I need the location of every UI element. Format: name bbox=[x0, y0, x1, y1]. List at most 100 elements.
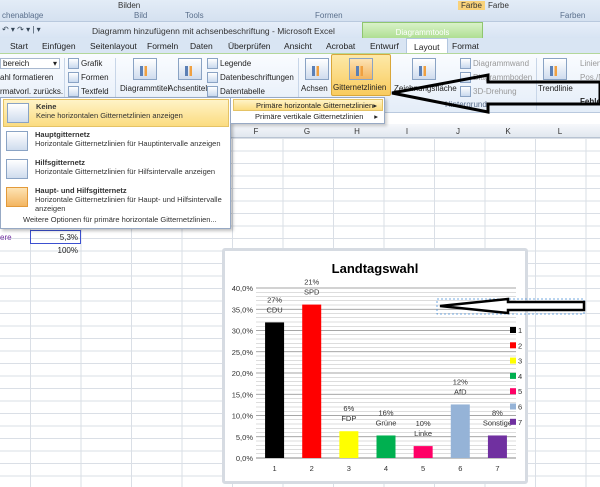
submenu-primary-horizontal[interactable]: Primäre horizontale Gitternetzlinien ▸ bbox=[233, 99, 383, 111]
menu-item-hauptgitternetz[interactable]: Hauptgitternetz Horizontale Gitternetzli… bbox=[3, 128, 229, 156]
selected-range[interactable] bbox=[30, 230, 81, 244]
textfeld-button[interactable]: Textfeld bbox=[81, 87, 109, 96]
quick-access-toolbar[interactable]: ↶ ▾ ↷ ▾ | ▾ bbox=[2, 25, 41, 34]
menu-item-desc: Horizontale Gitternetzlinien für Haupt- … bbox=[35, 195, 222, 213]
tab-entwurf[interactable]: Entwurf bbox=[370, 41, 399, 51]
achsen-button[interactable]: Achsen bbox=[301, 84, 328, 93]
submenu-primary-vertical[interactable]: Primäre vertikale Gitternetzlinien ▸ bbox=[233, 111, 383, 123]
format-selection-button[interactable]: ahl formatieren bbox=[0, 73, 54, 82]
data-label-party: SPD bbox=[304, 288, 320, 297]
group-label: Farben bbox=[560, 11, 586, 20]
menu-item-desc: Keine horizontalen Gitternetzlinien anze… bbox=[36, 111, 183, 120]
legend-swatch bbox=[510, 418, 516, 425]
bild-button[interactable]: Bilden bbox=[118, 1, 141, 10]
column-header-k[interactable]: K bbox=[505, 127, 511, 136]
legende-button[interactable]: Legende bbox=[220, 59, 252, 68]
legend-swatch bbox=[510, 372, 516, 379]
trendlinie-button[interactable]: Trendlinie bbox=[538, 84, 573, 93]
column-header-g[interactable]: G bbox=[303, 127, 311, 136]
legend-label: 5 bbox=[518, 387, 522, 396]
column-header-j[interactable]: J bbox=[456, 127, 460, 136]
tab-start[interactable]: Start bbox=[10, 41, 28, 51]
gridlines-icon bbox=[349, 58, 373, 80]
data-table-icon bbox=[207, 86, 218, 97]
linien-button[interactable]: Linien bbox=[580, 59, 600, 68]
axes-icon bbox=[305, 58, 329, 80]
context-tab-header: Diagrammtools bbox=[362, 22, 483, 40]
group-label: Formen bbox=[315, 11, 343, 20]
gitternetzlinien-label: Gitternetzlinien bbox=[333, 83, 387, 92]
column-header-f[interactable]: F bbox=[253, 127, 259, 136]
chart-element-dropdown[interactable]: bereich ▾ bbox=[0, 58, 60, 69]
column-header-h[interactable]: H bbox=[354, 127, 360, 136]
bar-2 bbox=[302, 304, 322, 458]
chevron-right-icon: ▸ bbox=[374, 112, 378, 121]
x-tick-label: 2 bbox=[310, 464, 314, 473]
y-tick-label: 5,0% bbox=[236, 433, 253, 442]
picture-icon bbox=[68, 58, 79, 69]
data-label-percent: 16% bbox=[378, 408, 393, 417]
x-tick-label: 1 bbox=[272, 464, 276, 473]
x-tick-label: 7 bbox=[495, 464, 499, 473]
row-label-cell[interactable]: ere bbox=[0, 233, 12, 242]
datenbeschriftungen-button[interactable]: Datenbeschriftungen bbox=[220, 73, 294, 82]
menu-item-desc: Horizontale Gitternetzlinien für Hauptin… bbox=[35, 139, 221, 148]
divider bbox=[298, 58, 299, 110]
zeichnungsflaeche-button[interactable]: Zeichnungsfläche bbox=[394, 84, 457, 93]
divider bbox=[64, 58, 65, 110]
y-tick-label: 25,0% bbox=[232, 348, 254, 357]
gitternetzlinien-button[interactable]: Gitternetzlinien bbox=[331, 54, 391, 96]
farbe-button[interactable]: Farbe bbox=[458, 1, 485, 10]
bar-1 bbox=[265, 322, 285, 458]
tab-ueberpruefen[interactable]: Überprüfen bbox=[228, 41, 271, 51]
menu-item-hilfsgitternetz[interactable]: Hilfsgitternetz Horizontale Gitternetzli… bbox=[3, 156, 229, 184]
x-tick-label: 6 bbox=[458, 464, 462, 473]
pos-neg-button[interactable]: Pos./N bbox=[580, 73, 600, 82]
tab-layout[interactable]: Layout bbox=[406, 38, 448, 53]
tab-acrobat[interactable]: Acrobat bbox=[326, 41, 356, 51]
menu-item-haupt-und-hilfsgitternetz[interactable]: Haupt- und Hilfsgitternetz Horizontale G… bbox=[3, 184, 229, 214]
chevron-right-icon: ▸ bbox=[373, 101, 377, 110]
submenu-label: Primäre vertikale Gitternetzlinien bbox=[255, 112, 364, 121]
tab-seitenlayout[interactable]: Seitenlayout bbox=[90, 41, 137, 51]
farbe-button-2[interactable]: Farbe bbox=[488, 1, 509, 10]
formen-button[interactable]: Formen bbox=[81, 73, 109, 82]
tab-einfuegen[interactable]: Einfügen bbox=[42, 41, 76, 51]
diagrammwand-button[interactable]: Diagrammwand bbox=[473, 59, 530, 68]
chevron-down-icon: ▾ bbox=[52, 59, 57, 68]
bar-4 bbox=[376, 435, 396, 458]
chart-floor-icon bbox=[460, 72, 471, 83]
group-label: Tools bbox=[185, 11, 204, 20]
diagrammboden-button[interactable]: Diagrammboden bbox=[473, 73, 533, 82]
datentabelle-button[interactable]: Datentabelle bbox=[220, 87, 265, 96]
y-tick-label: 40,0% bbox=[232, 284, 254, 293]
no-gridlines-icon bbox=[7, 103, 29, 123]
bar-3 bbox=[339, 431, 359, 458]
column-header-i[interactable]: I bbox=[405, 127, 409, 136]
grafik-button[interactable]: Grafik bbox=[81, 59, 103, 68]
legend-label: 7 bbox=[518, 418, 522, 427]
trendline-icon bbox=[543, 58, 567, 80]
tab-format[interactable]: Format bbox=[452, 41, 479, 51]
shapes-icon bbox=[68, 72, 79, 83]
fehlerindikatoren-button[interactable]: Fehle bbox=[580, 97, 600, 106]
legend-label: 2 bbox=[518, 341, 522, 350]
more-options-link[interactable]: Weitere Optionen für primäre horizontale… bbox=[23, 215, 217, 224]
column-header-l[interactable]: L bbox=[557, 127, 563, 136]
menu-item-keine[interactable]: Keine Keine horizontalen Gitternetzlinie… bbox=[3, 99, 229, 127]
chart[interactable]: Landtagswahl 0,0% 5,0% 10,0% 15,0% 20,0% 25,0%… bbox=[222, 248, 528, 484]
reset-style-button[interactable]: rmatvorl. zurücks. bbox=[0, 87, 64, 96]
bar-7 bbox=[487, 435, 507, 458]
data-label-party: CDU bbox=[266, 305, 282, 314]
achsentitel-button[interactable]: Achsentitel bbox=[168, 84, 208, 93]
tab-formeln[interactable]: Formeln bbox=[147, 41, 179, 51]
diagrammtitel-button[interactable]: Diagrammtitel bbox=[120, 84, 170, 93]
tab-ansicht[interactable]: Ansicht bbox=[284, 41, 312, 51]
legend-label: 1 bbox=[518, 326, 522, 335]
ribbon-tabs: Start Einfügen Seitenlayout Formeln Date… bbox=[0, 38, 600, 53]
data-label-percent: 12% bbox=[453, 377, 468, 386]
tab-daten[interactable]: Daten bbox=[190, 41, 213, 51]
value-cell[interactable]: 5,3% bbox=[59, 233, 78, 242]
total-cell[interactable]: 100% bbox=[57, 246, 78, 255]
3d-drehung-button[interactable]: 3D-Drehung bbox=[473, 87, 517, 96]
